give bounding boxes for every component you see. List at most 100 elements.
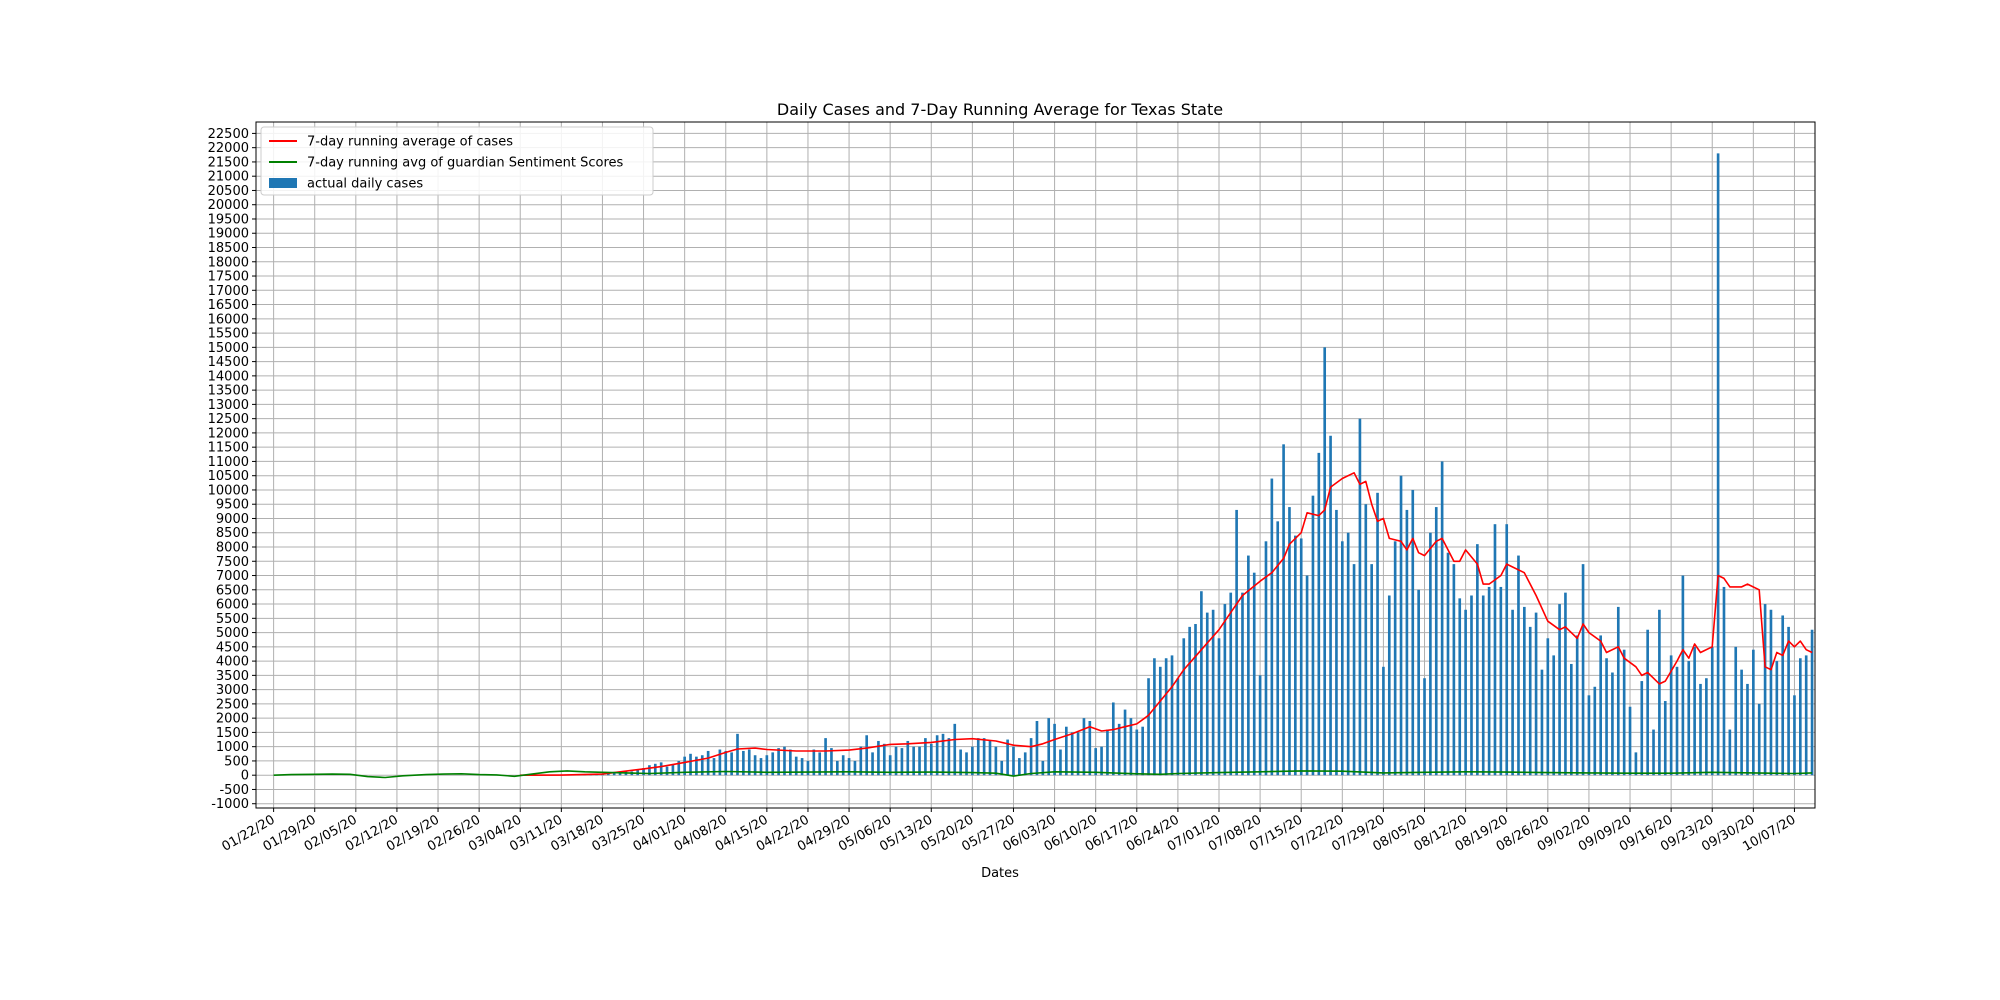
bar-daily-cases bbox=[1252, 572, 1256, 776]
bar-daily-cases bbox=[789, 749, 792, 776]
bar-daily-cases bbox=[1311, 495, 1315, 776]
bar-daily-cases bbox=[847, 758, 851, 776]
bar-daily-cases bbox=[1546, 638, 1550, 776]
bar-daily-cases bbox=[783, 746, 786, 776]
bar-daily-cases bbox=[1663, 701, 1667, 776]
bar-daily-cases bbox=[1493, 524, 1497, 776]
y-tick-label: 9500 bbox=[216, 498, 249, 513]
bar-daily-cases bbox=[1722, 586, 1726, 776]
legend-item-sentiment: 7-day running avg of guardian Sentiment … bbox=[307, 156, 624, 171]
bar-daily-cases bbox=[1082, 718, 1086, 776]
bar-daily-cases bbox=[1699, 683, 1702, 776]
bar-daily-cases bbox=[1258, 675, 1262, 776]
bar-daily-cases bbox=[871, 752, 874, 776]
bar-daily-cases bbox=[1135, 729, 1139, 776]
bar-daily-cases bbox=[1018, 758, 1021, 776]
bar-daily-cases bbox=[1540, 669, 1544, 776]
bar-daily-cases bbox=[900, 748, 904, 776]
y-tick-label: -500 bbox=[219, 783, 249, 798]
bar-daily-cases bbox=[1464, 609, 1467, 776]
bar-daily-cases bbox=[1053, 723, 1056, 776]
y-tick-label: 10000 bbox=[208, 483, 249, 498]
bar-daily-cases bbox=[1129, 718, 1133, 776]
bar-daily-cases bbox=[1147, 678, 1150, 776]
y-tick-label: 18000 bbox=[208, 255, 249, 270]
y-tick-label: 22000 bbox=[208, 141, 249, 156]
bar-daily-cases bbox=[1382, 666, 1385, 776]
plot-area-frame bbox=[255, 121, 1816, 809]
bar-daily-cases bbox=[1411, 489, 1415, 776]
y-axis: -1000-5000500100015002000250030003500400… bbox=[208, 127, 256, 812]
bar-daily-cases bbox=[1358, 418, 1362, 776]
bar-daily-cases bbox=[1634, 752, 1638, 776]
bar-daily-cases bbox=[1599, 635, 1602, 776]
bar-daily-cases bbox=[1593, 686, 1597, 776]
bar-daily-cases bbox=[865, 735, 869, 776]
bar-daily-cases bbox=[1217, 638, 1221, 776]
y-tick-label: 14500 bbox=[208, 355, 249, 370]
bar-daily-cases bbox=[918, 746, 921, 776]
bar-daily-cases bbox=[1446, 552, 1450, 776]
bar-daily-cases bbox=[1581, 564, 1585, 776]
y-tick-label: 5000 bbox=[216, 626, 249, 641]
bar-daily-cases bbox=[1176, 678, 1180, 776]
bar-daily-cases bbox=[947, 738, 951, 776]
bar-daily-cases bbox=[971, 746, 974, 776]
bar-daily-cases bbox=[1182, 638, 1186, 776]
bar-daily-cases bbox=[1804, 655, 1808, 776]
bar-daily-cases bbox=[1693, 646, 1696, 776]
bar-daily-cases bbox=[1798, 658, 1802, 776]
bar-daily-cases bbox=[1335, 509, 1338, 776]
bar-daily-cases bbox=[677, 760, 681, 776]
bar-daily-cases bbox=[1710, 646, 1714, 776]
bar-daily-cases bbox=[800, 758, 804, 776]
bar-daily-cases bbox=[1810, 629, 1814, 776]
bar-daily-cases bbox=[1141, 726, 1144, 776]
bar-daily-cases bbox=[659, 762, 663, 776]
bar-daily-cases bbox=[1000, 760, 1004, 776]
y-tick-label: 17500 bbox=[208, 270, 249, 285]
bar-daily-cases bbox=[853, 760, 857, 776]
bar-daily-cases bbox=[1229, 592, 1233, 776]
bar-daily-cases bbox=[1317, 452, 1321, 776]
bar-daily-cases bbox=[1769, 609, 1773, 776]
y-tick-label: 8000 bbox=[216, 541, 249, 556]
bar-daily-cases bbox=[1305, 575, 1309, 776]
bar-daily-cases bbox=[965, 752, 968, 776]
bar-daily-cases bbox=[1646, 629, 1649, 776]
bar-daily-cases bbox=[1470, 595, 1473, 776]
bar-daily-cases bbox=[1194, 624, 1197, 776]
y-tick-label: 20500 bbox=[208, 184, 249, 199]
y-tick-label: 5500 bbox=[216, 612, 249, 627]
y-tick-label: 12000 bbox=[208, 426, 249, 441]
bar-daily-cases bbox=[1035, 721, 1039, 776]
grid bbox=[256, 122, 1815, 808]
bar-daily-cases bbox=[794, 756, 798, 776]
bar-daily-cases bbox=[1247, 555, 1250, 776]
y-tick-label: 15000 bbox=[208, 341, 249, 356]
bar-daily-cases bbox=[1746, 683, 1749, 776]
bar-daily-cases bbox=[1370, 564, 1373, 776]
bar-daily-cases bbox=[1534, 612, 1538, 776]
bar-daily-cases bbox=[1569, 663, 1573, 776]
y-tick-label: 500 bbox=[224, 754, 249, 769]
bar-daily-cases bbox=[1012, 746, 1015, 776]
legend-item-avg-cases: 7-day running average of cases bbox=[307, 135, 513, 150]
bar-daily-cases bbox=[824, 738, 827, 776]
bar-daily-cases bbox=[882, 743, 886, 776]
y-tick-label: 14000 bbox=[208, 369, 249, 384]
bar-daily-cases bbox=[1681, 575, 1685, 776]
bar-daily-cases bbox=[1170, 655, 1174, 776]
bar-daily-cases bbox=[1205, 612, 1209, 776]
bar-daily-cases bbox=[818, 752, 822, 776]
bar-daily-cases bbox=[1740, 669, 1743, 776]
bar-daily-cases bbox=[1329, 435, 1332, 776]
y-tick-label: 7000 bbox=[216, 569, 249, 584]
bar-daily-cases bbox=[712, 758, 716, 776]
y-tick-label: 6000 bbox=[216, 598, 249, 613]
bar-daily-cases bbox=[1047, 718, 1051, 776]
bar-daily-cases bbox=[1505, 524, 1509, 776]
bar-daily-cases bbox=[1587, 695, 1591, 776]
y-tick-label: 11500 bbox=[208, 441, 249, 456]
